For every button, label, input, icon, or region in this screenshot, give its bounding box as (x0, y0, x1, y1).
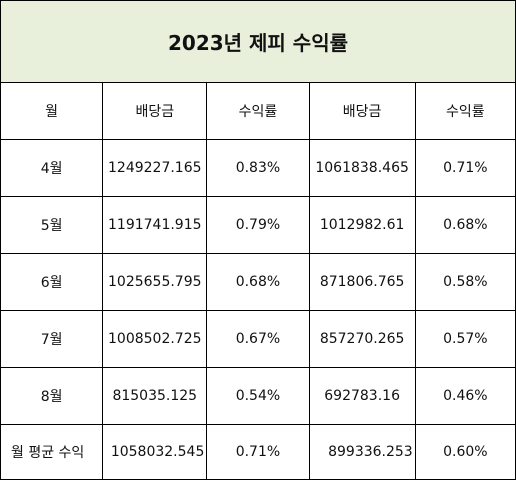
cell-yield-1[interactable]: 0.68% (206, 253, 310, 311)
cell-month[interactable]: 7월 (0, 310, 104, 368)
cell-dividend-2[interactable]: 1061838.465 (308, 139, 416, 197)
cell-average-yield-1[interactable]: 0.71% (206, 424, 310, 480)
cell-average-yield-2[interactable]: 0.60% (414, 424, 516, 480)
cell-average-dividend-1[interactable]: 1058032.545 (102, 424, 208, 480)
title-row: 2023년 제피 수익률 (0, 0, 516, 83)
table-row: 8월 815035.125 0.54% 692783.16 0.46% (0, 367, 516, 425)
cell-average-label[interactable]: 월 평균 수익 (0, 424, 104, 480)
table-row: 4월 1249227.165 0.83% 1061838.465 0.71% (0, 139, 516, 197)
cell-yield-2[interactable]: 0.68% (414, 196, 516, 254)
table-title[interactable]: 2023년 제피 수익률 (0, 0, 516, 83)
cell-yield-2[interactable]: 0.57% (414, 310, 516, 368)
cell-dividend-2[interactable]: 857270.265 (308, 310, 416, 368)
cell-dividend-1[interactable]: 1025655.795 (102, 253, 208, 311)
cell-dividend-1[interactable]: 1008502.725 (102, 310, 208, 368)
header-dividend-1[interactable]: 배당금 (102, 82, 208, 140)
cell-yield-2[interactable]: 0.58% (414, 253, 516, 311)
header-row: 월 배당금 수익률 배당금 수익률 (0, 82, 516, 140)
cell-dividend-1[interactable]: 1191741.915 (102, 196, 208, 254)
cell-average-dividend-2[interactable]: 899336.253 (308, 424, 416, 480)
header-dividend-2[interactable]: 배당금 (308, 82, 416, 140)
average-row: 월 평균 수익 1058032.545 0.71% 899336.253 0.6… (0, 424, 516, 480)
cell-yield-1[interactable]: 0.54% (206, 367, 310, 425)
cell-month[interactable]: 8월 (0, 367, 104, 425)
cell-yield-2[interactable]: 0.46% (414, 367, 516, 425)
cell-month[interactable]: 6월 (0, 253, 104, 311)
cell-yield-1[interactable]: 0.67% (206, 310, 310, 368)
cell-yield-2[interactable]: 0.71% (414, 139, 516, 197)
cell-dividend-2[interactable]: 1012982.61 (308, 196, 416, 254)
table-row: 6월 1025655.795 0.68% 871806.765 0.58% (0, 253, 516, 311)
table-row: 5월 1191741.915 0.79% 1012982.61 0.68% (0, 196, 516, 254)
cell-dividend-1[interactable]: 815035.125 (102, 367, 208, 425)
cell-dividend-2[interactable]: 871806.765 (308, 253, 416, 311)
table-row: 7월 1008502.725 0.67% 857270.265 0.57% (0, 310, 516, 368)
header-yield-1[interactable]: 수익률 (206, 82, 310, 140)
cell-yield-1[interactable]: 0.79% (206, 196, 310, 254)
cell-month[interactable]: 5월 (0, 196, 104, 254)
cell-dividend-1[interactable]: 1249227.165 (102, 139, 208, 197)
cell-month[interactable]: 4월 (0, 139, 104, 197)
header-yield-2[interactable]: 수익률 (414, 82, 516, 140)
header-month[interactable]: 월 (0, 82, 104, 140)
cell-yield-1[interactable]: 0.83% (206, 139, 310, 197)
cell-dividend-2[interactable]: 692783.16 (308, 367, 416, 425)
